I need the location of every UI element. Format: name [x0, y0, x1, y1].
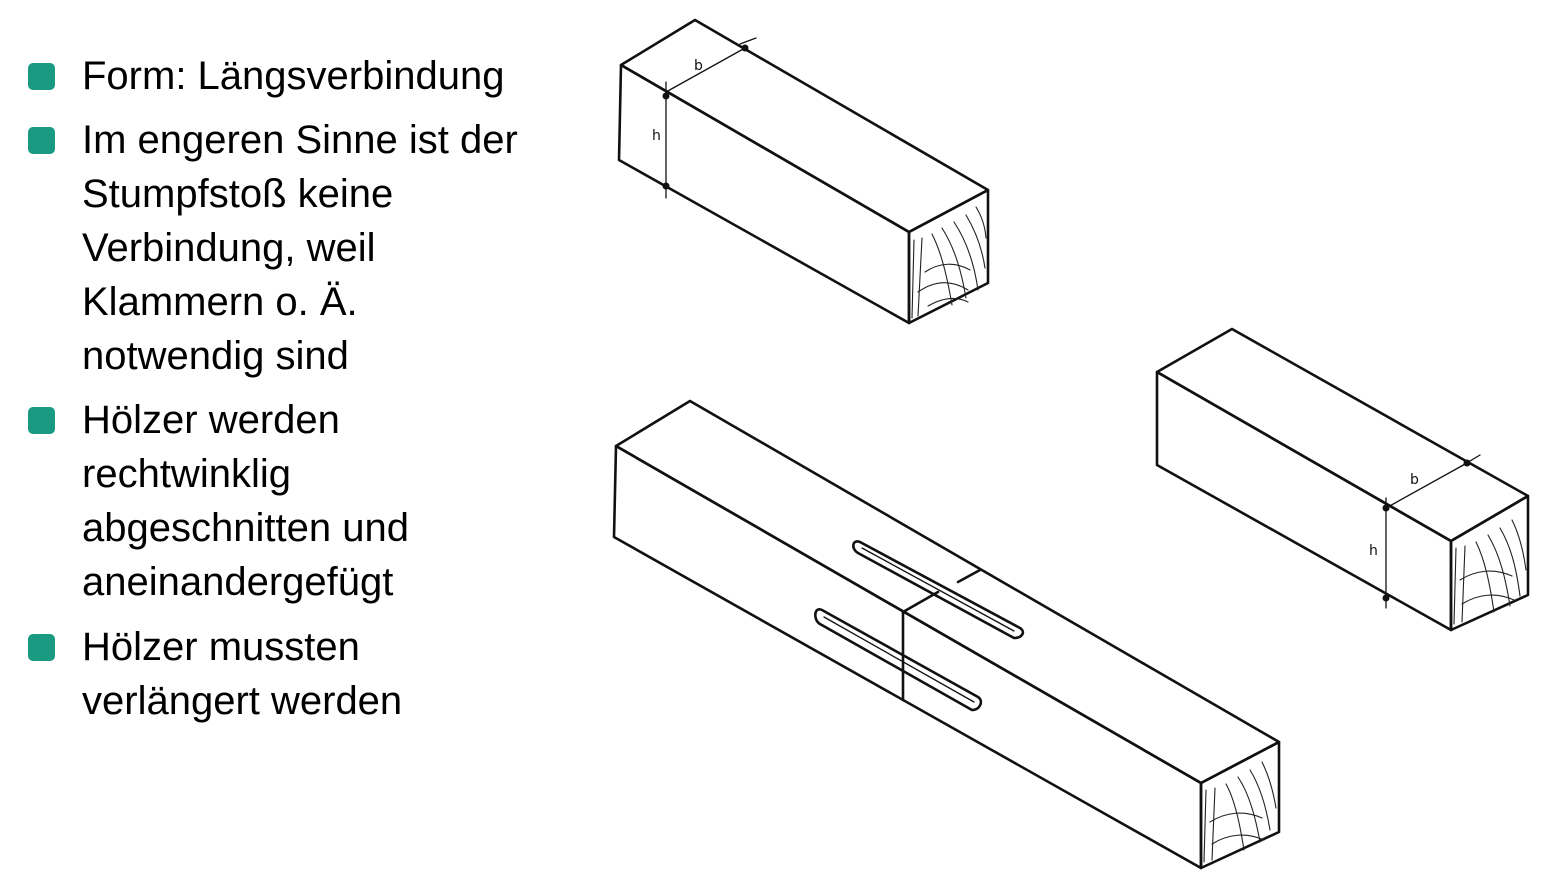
bullet-item-sinne: Im engeren Sinne ist der Stumpfstoß kein…: [28, 113, 602, 383]
dimension-marks: b h: [652, 37, 757, 199]
bullet-text: Form: Längsverbindung: [82, 54, 505, 98]
bullet-text: abgeschnitten und: [82, 506, 409, 550]
bullet-text: verlängert werden: [82, 679, 403, 723]
bullet-text: notwendig sind: [82, 334, 349, 378]
bullet-item-hoelzer-mussten: Hölzer mussten verlängert werden: [28, 620, 602, 728]
bullet-marker-icon: [28, 407, 55, 434]
bullet-text: Im engeren Sinne ist der: [82, 118, 518, 162]
joined-beam: [612, 399, 1281, 870]
bullet-text: Hölzer mussten: [82, 625, 360, 669]
bullet-text: Stumpfstoß keine: [82, 172, 394, 216]
bullet-text: Klammern o. Ä.: [82, 280, 358, 324]
bullet-text: Verbindung, weil: [82, 226, 376, 270]
bullet-marker-icon: [28, 63, 55, 90]
end-grain-icon: [911, 206, 987, 319]
clamp-strap-upper: [852, 540, 1025, 640]
end-grain-icon: [1453, 519, 1527, 625]
dim-b-label: b: [694, 58, 703, 74]
dimension-marks: b h: [1369, 454, 1481, 609]
bullet-item-form: Form: Längsverbindung: [28, 49, 602, 103]
dim-h-label: h: [1369, 543, 1378, 559]
bullet-text: Hölzer werden: [82, 398, 340, 442]
top-beam: b h: [617, 18, 990, 325]
bullet-marker-icon: [28, 127, 55, 154]
bullet-text: aneinandergefügt: [82, 560, 394, 604]
dim-h-label: h: [652, 128, 661, 144]
bullet-text: rechtwinklig: [82, 452, 291, 496]
end-grain-icon: [1203, 761, 1277, 863]
bullet-item-hoelzer-werden: Hölzer werden rechtwinklig abgeschnitten…: [28, 393, 602, 609]
clamp-strap-lower: [814, 608, 983, 712]
bullet-marker-icon: [28, 634, 55, 661]
dim-b-label: b: [1410, 472, 1419, 488]
right-beam: b h: [1155, 327, 1530, 632]
